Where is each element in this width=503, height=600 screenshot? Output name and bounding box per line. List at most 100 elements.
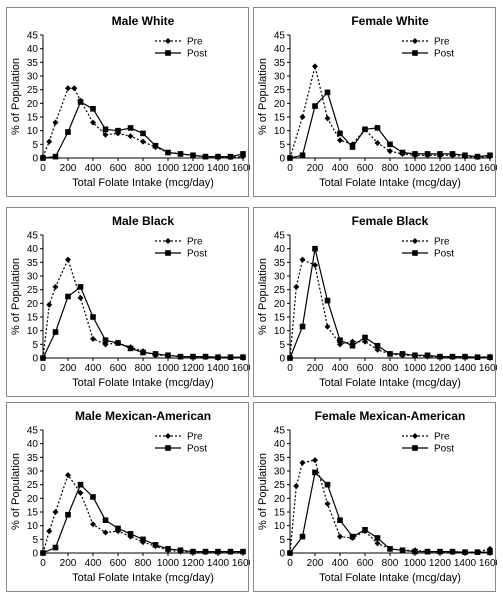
- x-tick-label: 0: [40, 363, 46, 374]
- data-point-pre: [299, 459, 306, 466]
- y-axis-label: % of Population: [257, 453, 269, 530]
- data-point-post: [165, 352, 171, 359]
- legend-label-post: Post: [187, 249, 207, 260]
- x-axis-label: Total Folate Intake (mcg/day): [319, 377, 461, 389]
- y-tick-label: 35: [274, 58, 286, 69]
- y-tick-label: 5: [279, 535, 285, 546]
- x-tick-label: 200: [307, 363, 324, 374]
- data-point-post: [40, 550, 46, 556]
- y-tick-label: 40: [274, 244, 286, 255]
- y-tick-label: 10: [274, 326, 286, 337]
- data-point-post: [349, 342, 356, 349]
- data-point-pre: [102, 131, 109, 138]
- x-axis-label: Total Folate Intake (mcg/day): [72, 177, 214, 189]
- y-tick-label: 40: [27, 244, 39, 255]
- data-point-post: [462, 152, 468, 159]
- chart-title: Female Mexican-American: [315, 409, 466, 423]
- y-tick-label: 20: [27, 99, 39, 110]
- x-tick-label: 1200: [182, 163, 205, 174]
- data-point-post: [177, 547, 184, 554]
- y-tick-label: 0: [279, 354, 285, 365]
- data-point-post: [337, 130, 343, 137]
- chart-svg: Female White 0 5 10 15 20 25 30 35 40 45 0 200 400 600…: [257, 14, 497, 189]
- x-tick-label: 1400: [207, 363, 230, 374]
- x-tick-label: 1000: [404, 363, 427, 374]
- x-tick-label: 1200: [182, 558, 205, 569]
- y-axis-label: % of Population: [10, 258, 22, 335]
- data-point-post: [127, 531, 134, 537]
- y-tick-label: 15: [27, 113, 39, 124]
- x-tick-label: 1400: [207, 558, 230, 569]
- data-point-post: [412, 548, 418, 555]
- data-point-post: [362, 126, 368, 133]
- x-tick-label: 1000: [404, 163, 427, 174]
- data-point-post: [324, 297, 331, 304]
- data-point-pre: [65, 256, 71, 263]
- x-tick-label: 800: [135, 558, 152, 569]
- data-point-post: [115, 340, 121, 346]
- x-tick-label: 800: [135, 163, 152, 174]
- data-point-post: [487, 549, 493, 555]
- data-point-post: [77, 284, 84, 290]
- data-point-post: [165, 546, 171, 552]
- y-tick-label: 25: [27, 480, 39, 491]
- legend-marker-post: [165, 445, 171, 451]
- chart-title: Female Black: [352, 214, 429, 228]
- legend-label-post: Post: [187, 444, 207, 455]
- y-tick-label: 0: [32, 354, 38, 365]
- data-point-pre: [65, 85, 71, 92]
- y-tick-label: 5: [32, 140, 38, 151]
- x-tick-label: 1000: [404, 558, 427, 569]
- y-tick-label: 35: [27, 258, 39, 269]
- legend-marker-post: [412, 250, 418, 256]
- chart-title: Male White: [112, 14, 175, 28]
- data-point-post: [215, 548, 221, 555]
- data-point-post: [190, 548, 196, 555]
- x-axis-label: Total Folate Intake (mcg/day): [319, 177, 461, 189]
- legend-marker-post: [412, 50, 418, 56]
- x-tick-label: 1000: [157, 558, 180, 569]
- x-tick-label: 800: [382, 558, 399, 569]
- data-point-post: [215, 153, 221, 160]
- data-point-post: [412, 151, 418, 157]
- data-point-post: [287, 550, 293, 556]
- data-point-post: [399, 149, 406, 156]
- data-point-post: [462, 549, 468, 555]
- data-point-post: [65, 129, 71, 135]
- y-tick-label: 10: [27, 126, 39, 137]
- data-point-post: [202, 548, 209, 555]
- data-point-post: [487, 354, 493, 360]
- y-tick-label: 5: [32, 535, 38, 546]
- data-point-post: [90, 106, 96, 112]
- y-tick-label: 35: [274, 258, 286, 269]
- series-line-post: [289, 91, 491, 159]
- data-point-post: [65, 293, 71, 300]
- y-tick-label: 15: [274, 313, 286, 324]
- chart-panel-male-mexican-american: Male Mexican-American 0 5 10 15 20 25 30 35 40 45 0…: [6, 402, 250, 592]
- data-point-post: [474, 354, 481, 360]
- chart-panel-female-white: Female White 0 5 10 15 20 25 30 35 40 45 0 200 400 600…: [253, 7, 497, 197]
- data-point-post: [287, 155, 293, 161]
- data-point-post: [165, 149, 171, 156]
- y-tick-label: 35: [27, 58, 39, 69]
- data-point-post: [240, 151, 246, 157]
- x-tick-label: 1200: [429, 558, 452, 569]
- data-point-pre: [77, 489, 84, 496]
- y-tick-label: 5: [279, 340, 285, 351]
- chart-title: Male Black: [112, 214, 174, 228]
- data-point-post: [337, 337, 343, 344]
- x-tick-label: 0: [40, 163, 46, 174]
- data-point-post: [324, 89, 331, 96]
- series-line-post: [289, 471, 490, 554]
- chart-svg: Female Black 0 5 10 15 20 25 30 35 40 45 0 200 400 600…: [257, 214, 497, 389]
- data-point-post: [424, 151, 431, 157]
- y-axis-label: % of Population: [257, 258, 269, 335]
- data-point-pre: [46, 138, 53, 145]
- data-point-post: [127, 345, 134, 352]
- data-point-post: [190, 353, 196, 360]
- legend-marker-pre: [165, 433, 171, 439]
- data-point-post: [437, 353, 443, 360]
- chart-svg: Male White 0 5 10 15 20 25 30 35 40 45 0 200 400 600 80…: [10, 14, 250, 189]
- legend-label-pre: Pre: [187, 37, 203, 48]
- data-point-post: [474, 153, 481, 160]
